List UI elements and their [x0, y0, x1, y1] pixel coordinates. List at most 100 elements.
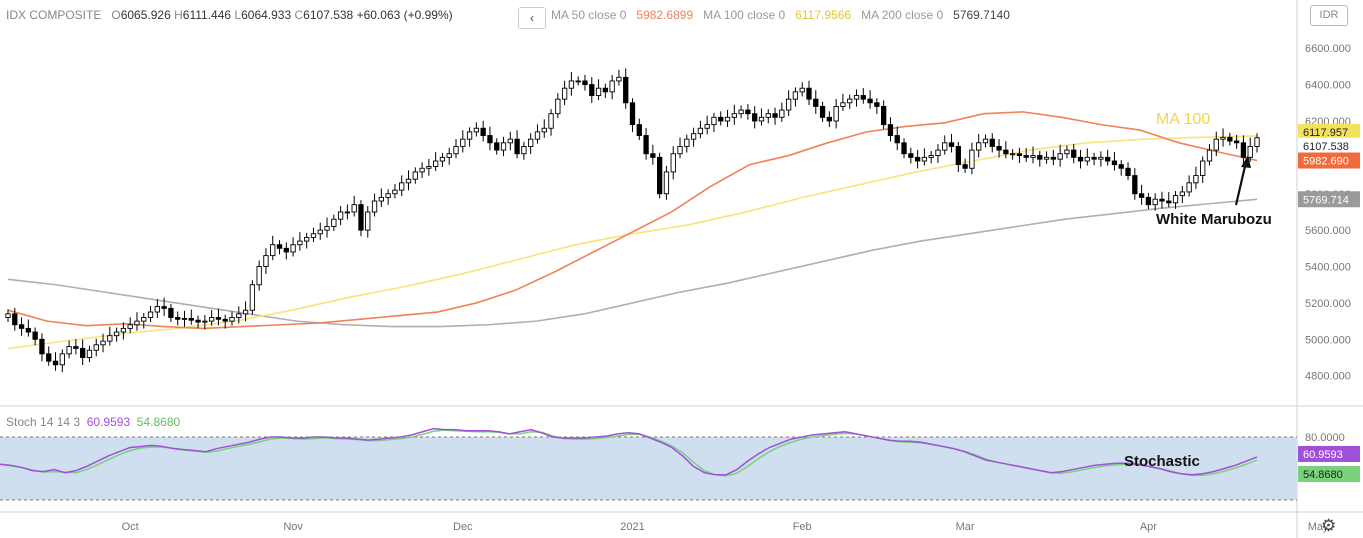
candle-body: [120, 327, 127, 333]
candle: [426, 159, 432, 176]
candle: [1009, 149, 1016, 160]
candle: [643, 128, 649, 160]
candle-body: [270, 244, 276, 257]
candle-body: [731, 113, 737, 118]
x-tick-label: Mar: [956, 521, 975, 533]
candle-body: [1071, 149, 1077, 158]
candle-body: [59, 353, 65, 366]
price-tag-ma50: [1298, 152, 1360, 169]
ma50-label[interactable]: MA 50 close 0: [551, 8, 627, 22]
candle: [813, 90, 819, 114]
candle: [962, 158, 968, 173]
candle: [249, 280, 256, 315]
candle-body: [1050, 156, 1057, 160]
ma200-label[interactable]: MA 200 close 0: [861, 8, 944, 22]
stoch-d-value: 54.8680: [136, 415, 181, 429]
candle-body: [1125, 167, 1131, 177]
candle-body: [222, 318, 228, 322]
price-tag-price: [1298, 137, 1360, 154]
candle: [670, 146, 676, 180]
candle: [107, 326, 113, 346]
high-label: H: [174, 8, 183, 22]
collapse-legend-button[interactable]: ‹: [518, 7, 546, 29]
candle: [256, 260, 262, 291]
candle: [392, 184, 398, 199]
candle-body: [80, 347, 86, 358]
candle-body: [1200, 160, 1206, 177]
candle: [276, 240, 283, 255]
candle-body: [1023, 155, 1029, 158]
candle-body: [263, 255, 269, 267]
candle: [147, 306, 154, 323]
symbol-name[interactable]: IDX COMPOSITE: [6, 8, 102, 22]
candle: [32, 327, 38, 346]
x-tick-label: Oct: [122, 521, 139, 533]
candle: [602, 83, 608, 98]
candle-body: [989, 138, 995, 147]
candle: [636, 118, 642, 141]
currency-label: IDR: [1319, 9, 1339, 21]
candle-body: [962, 164, 968, 169]
candle-body: [826, 116, 833, 122]
candle: [432, 152, 439, 172]
open-value: 6065.926: [120, 8, 171, 22]
candle-body: [480, 127, 486, 136]
gear-icon[interactable]: ⚙: [1321, 516, 1337, 535]
candle: [989, 133, 995, 153]
candle-body: [1213, 138, 1219, 151]
candle-body: [161, 306, 167, 309]
candle: [1159, 191, 1165, 209]
candle-body: [229, 317, 235, 322]
candle-body: [290, 244, 296, 253]
candle: [568, 72, 575, 96]
candle-body: [690, 133, 697, 140]
currency-button[interactable]: IDR: [1310, 5, 1348, 26]
candle: [826, 111, 833, 127]
candle-body: [521, 145, 527, 155]
candle-body: [704, 124, 710, 129]
candle-body: [168, 307, 174, 318]
candle: [1098, 151, 1104, 167]
candle: [236, 306, 242, 324]
candle-body: [18, 324, 25, 329]
ma100-label[interactable]: MA 100 close 0: [703, 8, 786, 22]
price-tag-label: 5769.714: [1303, 194, 1349, 206]
candle-body: [141, 317, 147, 322]
candle: [731, 104, 737, 125]
candle-body: [494, 142, 500, 151]
candle-body: [358, 204, 364, 231]
candle-body: [181, 317, 188, 320]
candle-body: [1220, 136, 1226, 140]
candle: [548, 109, 554, 136]
x-tick-label: 2021: [620, 521, 644, 533]
candle: [39, 333, 45, 362]
candle: [650, 144, 656, 165]
candle: [589, 77, 595, 103]
change-value: +60.063 (+0.99%): [356, 8, 453, 22]
candle-body: [1091, 156, 1097, 160]
candle: [52, 352, 59, 371]
ma100-value: 6117.9566: [795, 8, 852, 22]
candle-body: [344, 211, 351, 214]
candle: [1050, 149, 1057, 166]
stoch-label[interactable]: Stoch 14 14 3: [6, 415, 81, 429]
candle: [1166, 192, 1172, 208]
candle-body: [1043, 156, 1050, 160]
candle: [283, 242, 289, 260]
candle-body: [670, 153, 676, 173]
candle-body: [1206, 149, 1213, 162]
candle: [976, 133, 982, 158]
candle-body: [439, 156, 446, 162]
marubozu-annotation: White Marubozu: [1156, 211, 1272, 228]
candle: [120, 322, 127, 340]
candle-body: [921, 156, 928, 162]
candle-body: [236, 313, 242, 318]
candle: [1091, 152, 1097, 166]
candle-body: [1247, 145, 1253, 158]
candle-body: [351, 204, 357, 213]
candle: [507, 131, 513, 151]
candle: [772, 107, 778, 125]
candle: [948, 133, 955, 153]
candle-body: [724, 116, 731, 122]
candle: [840, 93, 846, 111]
